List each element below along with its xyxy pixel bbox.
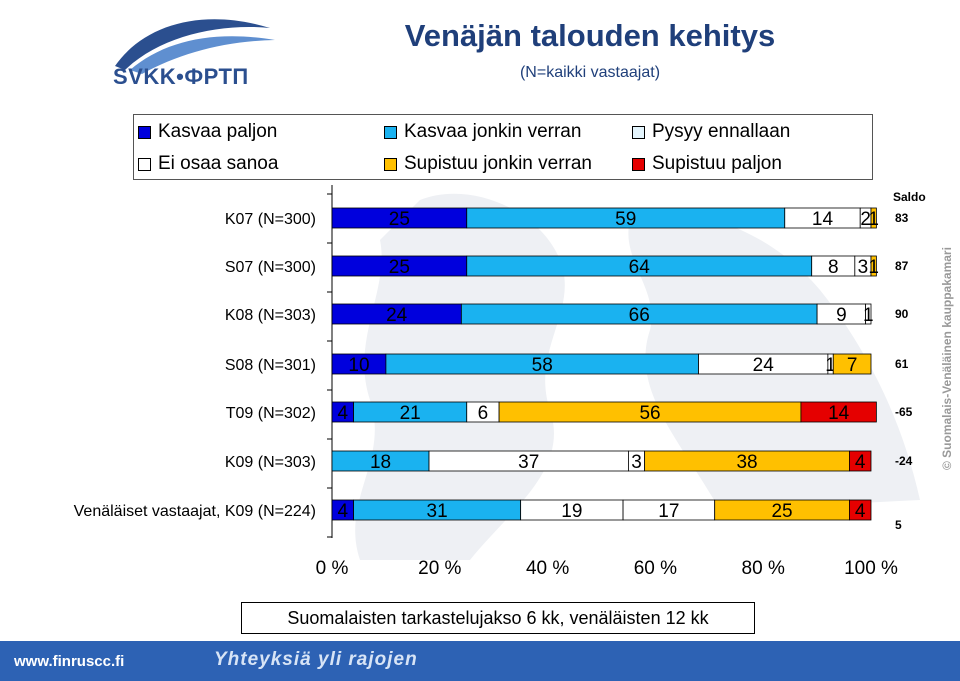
bar-value-label: 4 [855,501,866,522]
x-tick-label: 20 % [418,558,461,579]
x-tick-label: 100 % [844,558,898,579]
saldo-value: -65 [895,405,913,419]
bar-segment [865,303,872,325]
category-label: T09 (N=302) [226,405,316,422]
bar-value-label: 58 [532,355,553,376]
bar-value-label: 3 [858,257,869,278]
saldo-value: 87 [895,259,909,273]
category-label: K09 (N=303) [225,454,316,471]
bar-value-label: 7 [847,355,858,376]
legend-label: Kasvaa jonkin verran [404,121,582,142]
page-title: Venäjän talouden kehitys [404,18,776,53]
bar-value-label: 38 [736,452,757,473]
bar-value-label: 64 [629,257,651,278]
legend-label: Supistuu jonkin verran [404,153,592,174]
bar-value-label: 25 [389,209,410,230]
x-tick-label: 0 % [316,558,349,579]
bar-value-label: 25 [389,257,410,278]
bar-value-label: 1 [825,355,836,376]
legend-swatch [384,157,397,171]
legend-label: Supistuu paljon [652,153,782,174]
bar-value-label: 1 [868,209,879,230]
legend-swatch [632,157,645,171]
legend-swatch [632,125,645,139]
bar-value-label: 24 [386,305,408,326]
bar-value-label: 6 [478,403,489,424]
saldo-header: Saldo [893,190,926,204]
bar-value-label: 31 [427,501,448,522]
footer-slogan: Yhteyksiä yli rajojen [214,649,418,670]
bar-value-label: 9 [836,305,847,326]
x-tick-label: 80 % [742,558,785,579]
legend-item-supistuu-paljon: Supistuu paljon [632,153,782,175]
bar-value-label: 18 [370,452,391,473]
bar-value-label: 56 [639,403,660,424]
legend-label: Pysyy ennallaan [652,121,791,142]
bar-value-label: 10 [348,355,369,376]
bar-segment [849,450,872,472]
bar-segment [849,499,872,521]
chart-legend: Kasvaa paljon Kasvaa jonkin verran Pysyy… [133,114,873,180]
legend-item-kasvaa-jonkin-verran: Kasvaa jonkin verran [384,121,581,143]
bar-value-label: 8 [828,257,839,278]
legend-label: Kasvaa paljon [158,121,278,142]
saldo-value: 83 [895,211,909,225]
saldo-value: 90 [895,307,909,321]
bar-value-label: 17 [658,501,679,522]
legend-item-kasvaa-paljon: Kasvaa paljon [138,121,277,143]
legend-swatch [384,125,397,139]
bar-segment [800,401,877,423]
saldo-value: 61 [895,357,909,371]
x-tick-label: 60 % [634,558,677,579]
category-label: S07 (N=300) [225,259,316,276]
category-label: S08 (N=301) [225,357,316,374]
bar-segment [870,207,877,229]
footer-url[interactable]: www.finruscc.fi [14,653,125,670]
category-label: K07 (N=300) [225,211,316,228]
bar-value-label: 4 [337,501,348,522]
bar-value-label: 4 [855,452,866,473]
legend-item-ei-osaa-sanoa: Ei osaa sanoa [138,153,278,175]
legend-swatch [138,125,151,139]
bar-value-label: 1 [863,305,874,326]
bar-value-label: 2 [860,209,871,230]
bar-value-label: 25 [771,501,792,522]
logo-swoosh-light [130,36,275,74]
bar-value-label: 66 [629,305,650,326]
bar-value-label: 59 [615,209,636,230]
category-label: Venäläiset vastaajat, K09 (N=224) [74,503,316,520]
bar-value-label: 14 [812,209,834,230]
bar-value-label: 3 [631,452,642,473]
legend-item-pysyy-ennallaan: Pysyy ennallaan [632,121,790,143]
footer-bar: www.finruscc.fi Yhteyksiä yli rajojen [0,641,960,681]
bar-value-label: 24 [753,355,775,376]
page-subtitle: (N=kaikki vastaajat) [519,64,661,81]
bar-segment [870,255,877,277]
saldo-value: -24 [895,454,913,468]
category-label: K08 (N=303) [225,307,316,324]
bar-value-label: 19 [561,501,582,522]
svkk-logo [115,19,275,74]
logo-text: SVKK•ФРТП [113,64,249,89]
x-tick-label: 40 % [526,558,569,579]
bar-value-label: 21 [400,403,421,424]
legend-item-supistuu-jonkin-verran: Supistuu jonkin verran [384,153,592,175]
bar-value-label: 1 [868,257,879,278]
logo-swoosh-dark [115,19,270,70]
bar-value-label: 14 [828,403,850,424]
bar-segment [832,353,872,375]
bar-value-label: 4 [337,403,348,424]
legend-swatch [138,157,151,171]
saldo-value: 5 [895,518,902,532]
bar-value-label: 37 [518,452,539,473]
period-note: Suomalaisten tarkastelujakso 6 kk, venäl… [241,602,755,634]
legend-label: Ei osaa sanoa [158,153,279,174]
